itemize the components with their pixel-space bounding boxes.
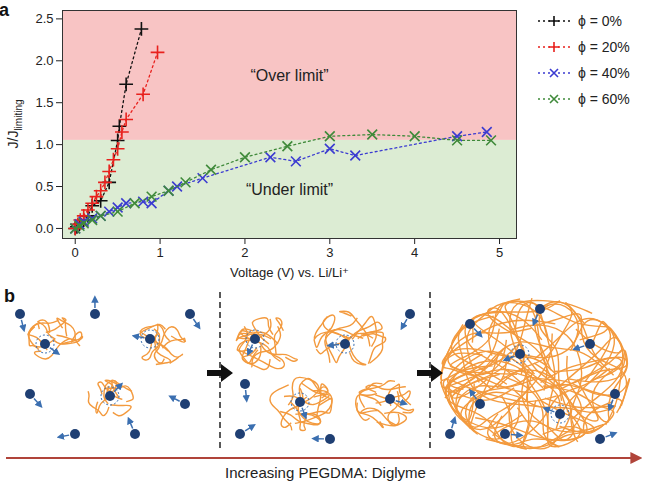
svg-text:3: 3: [326, 245, 333, 260]
svg-text:2.0: 2.0: [35, 53, 53, 68]
svg-text:5: 5: [496, 245, 503, 260]
svg-text:“Over limit”: “Over limit”: [250, 67, 328, 84]
html-text:ϕ = 0%: ϕ = 0%: [578, 13, 622, 29]
svg-text:Increasing PEGDMA: Diglyme: Increasing PEGDMA: Diglyme: [225, 464, 426, 481]
html-text:ϕ = 40%: ϕ = 40%: [578, 65, 630, 81]
svg-text:b: b: [4, 286, 15, 306]
svg-text:0: 0: [72, 245, 79, 260]
html-text:ϕ = 20%: ϕ = 20%: [578, 39, 630, 55]
svg-text:“Under limit”: “Under limit”: [246, 181, 333, 198]
svg-text:0.5: 0.5: [35, 179, 53, 194]
svg-text:0.0: 0.0: [35, 221, 53, 236]
svg-text:1.5: 1.5: [35, 95, 53, 110]
svg-text:4: 4: [411, 245, 418, 260]
svg-text:2.5: 2.5: [35, 11, 53, 26]
svg-text:2: 2: [241, 245, 248, 260]
svg-text:1.0: 1.0: [35, 137, 53, 152]
svg-text:1: 1: [156, 245, 163, 260]
svg-text:Voltage (V) vs. Li/Li⁺: Voltage (V) vs. Li/Li⁺: [230, 265, 349, 280]
html-text:ϕ = 60%: ϕ = 60%: [578, 91, 630, 107]
svg-text:a: a: [0, 0, 10, 20]
svg-text:J/Jlimiting: J/Jlimiting: [5, 99, 24, 148]
